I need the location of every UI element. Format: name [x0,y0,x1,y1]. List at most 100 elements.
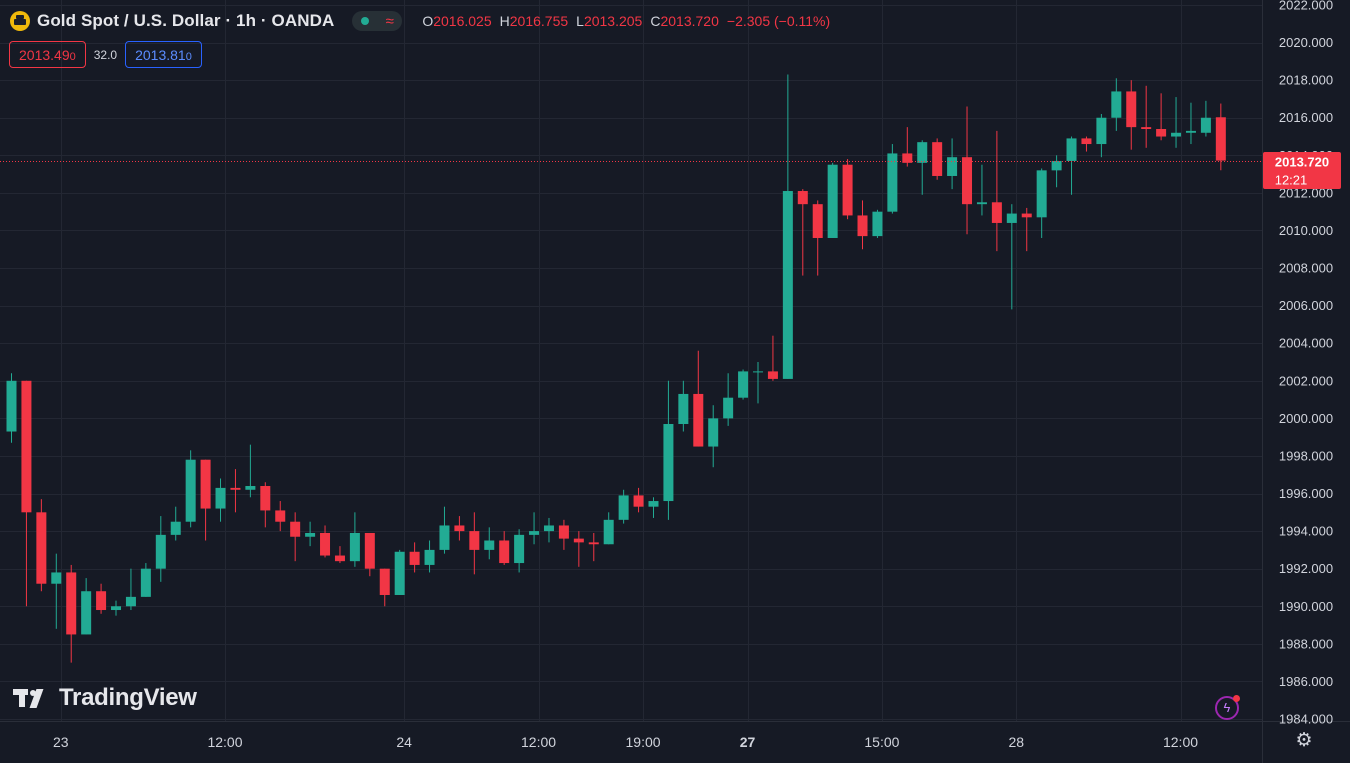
candle [409,542,420,573]
candle [1111,78,1122,131]
candle [424,540,435,573]
candle-body [514,534,525,564]
candle [6,373,17,443]
candle [827,162,838,238]
candle-body [857,215,868,237]
candle [125,568,136,611]
candle [603,512,614,545]
x-tick-label: 12:00 [1163,734,1198,750]
market-status[interactable]: ≈ [352,11,403,31]
candle-body [1006,213,1017,223]
candle [1066,136,1077,195]
tradingview-logo[interactable]: TradingView [13,684,197,712]
candle-body [932,142,943,176]
settings-icon[interactable]: ⚙ [1295,730,1313,751]
candle [36,499,47,592]
candle [872,209,883,238]
buy-button[interactable]: 2013.810 [125,41,202,68]
candle [379,568,390,607]
candle [514,529,525,573]
candle-body [812,204,823,238]
candle [499,531,510,565]
sell-button[interactable]: 2013.490 [9,41,86,68]
low-value: 2013.205 [583,13,643,29]
candle-body [334,555,345,562]
candle [469,512,480,575]
y-tick-label: 2002.000 [1279,373,1333,388]
candle-body [1171,132,1182,137]
candle-body [543,525,554,532]
y-tick-label: 2008.000 [1279,261,1333,276]
candle-body [947,157,958,176]
candle [1081,136,1092,152]
market-open-dot-icon [360,17,369,25]
candle-body [170,521,181,535]
sell-price-small: 0 [69,51,76,63]
y-tick-label: 1990.000 [1279,599,1333,614]
logo-text: TradingView [59,684,197,711]
candle [618,489,629,524]
high-value: 2016.755 [509,13,569,29]
candle-body [290,521,301,537]
candle-body [1215,117,1226,161]
candle-body [364,532,375,569]
candle-body [529,531,540,535]
buy-price: 2013.81 [135,47,186,63]
candle [155,516,166,582]
gold-symbol-icon[interactable] [10,11,30,31]
candle-body [1126,91,1137,128]
candle-body [1081,138,1092,145]
candle [96,583,107,614]
candle-body [797,191,808,205]
candle-body [51,572,62,584]
y-tick-label: 2000.000 [1279,411,1333,426]
candle-body [633,495,644,507]
flash-icon[interactable]: ϟ [1215,695,1240,720]
countdown-label: 12:21 [1275,173,1308,188]
candle-body [260,486,271,511]
buy-price-small: 0 [185,51,192,63]
candle [588,532,599,562]
candle [394,549,405,595]
candle [648,497,659,518]
candle-body [917,142,928,163]
candle-body [588,542,599,545]
candle-body [215,487,226,509]
symbol-title[interactable]: Gold Spot / U.S. Dollar · 1h · OANDA [37,11,335,30]
candle [349,512,360,567]
candle [245,444,256,498]
candle-body [36,512,47,584]
candle [558,519,569,550]
candle [334,546,345,564]
candle [1036,168,1047,238]
candle-body [111,606,122,611]
candle [200,459,211,541]
trade-panel: 2013.490 32.0 2013.810 [9,41,202,68]
candle-body [245,486,256,490]
candle-body [66,572,77,635]
candle-body [499,540,510,564]
spread-value: 32.0 [93,47,118,62]
candle [1096,113,1107,158]
candle [797,189,808,276]
candle [1141,85,1152,148]
y-tick-label: 2010.000 [1279,223,1333,238]
candle-body [394,551,405,595]
candle [1006,204,1017,310]
y-tick-label: 1984.000 [1279,712,1333,727]
candle-body [1185,130,1196,133]
candle-body [648,501,659,507]
candle-body [1200,117,1211,133]
candle-body [962,157,973,205]
candle-body [1096,117,1107,145]
candle [738,369,749,400]
candle [723,373,734,426]
candle-body [424,549,435,565]
y-tick-label: 2016.000 [1279,110,1333,125]
candle-body [738,371,749,398]
candle-body [155,534,166,569]
candle [320,525,331,558]
candle [633,487,644,513]
